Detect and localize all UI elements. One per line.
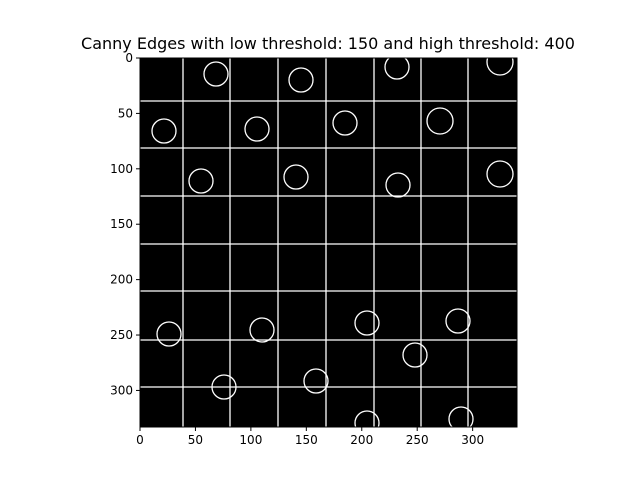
x-tick-label: 300	[461, 433, 484, 447]
x-tick-label: 50	[188, 433, 203, 447]
axes-frame	[139, 57, 518, 428]
y-tick-label: 50	[118, 106, 133, 120]
x-tick-label: 200	[350, 433, 373, 447]
y-tick-label: 200	[110, 273, 133, 287]
y-tick-label: 300	[110, 383, 133, 397]
x-tick-label: 0	[136, 433, 144, 447]
y-tick-label: 100	[110, 162, 133, 176]
y-tick-label: 150	[110, 217, 133, 231]
y-tick-label: 250	[110, 328, 133, 342]
x-tick-label: 250	[406, 433, 429, 447]
x-tick-label: 150	[295, 433, 318, 447]
edge-image	[140, 58, 517, 427]
x-tick-label: 100	[239, 433, 262, 447]
y-tick-label: 0	[125, 51, 133, 65]
chart-title: Canny Edges with low threshold: 150 and …	[81, 34, 575, 53]
edge-pattern	[140, 58, 517, 427]
